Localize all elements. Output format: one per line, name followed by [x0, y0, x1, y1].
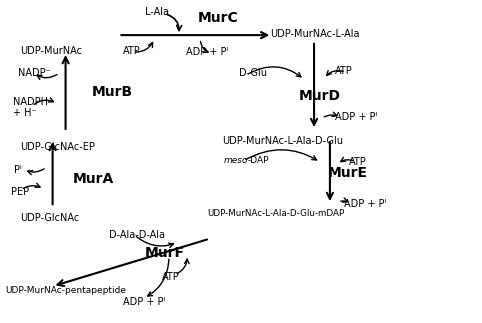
Text: ATP: ATP	[349, 157, 367, 167]
Text: PEP: PEP	[11, 187, 29, 197]
Text: ATP: ATP	[161, 272, 179, 282]
Text: D-Glu: D-Glu	[239, 68, 267, 78]
Text: UDP-GlcNAc-EP: UDP-GlcNAc-EP	[20, 142, 95, 152]
Text: ADP + Pᴵ: ADP + Pᴵ	[123, 297, 165, 307]
Text: UDP-MurNAc-L-Ala-D-Glu-mDAP: UDP-MurNAc-L-Ala-D-Glu-mDAP	[207, 209, 345, 218]
Text: UDP-MurNAc-pentapeptide: UDP-MurNAc-pentapeptide	[5, 286, 126, 295]
Text: MurD: MurD	[299, 89, 341, 103]
Text: MurF: MurF	[145, 246, 185, 260]
Text: NADPH
+ H⁻: NADPH + H⁻	[13, 97, 48, 118]
Text: UDP-MurNAc: UDP-MurNAc	[20, 46, 82, 56]
Text: D-Ala-D-Ala: D-Ala-D-Ala	[109, 230, 165, 240]
Text: NADP⁻: NADP⁻	[17, 68, 50, 78]
Text: ATP: ATP	[335, 67, 352, 77]
Text: ADP + Pᴵ: ADP + Pᴵ	[186, 47, 228, 57]
Text: MurC: MurC	[198, 11, 239, 26]
Text: MurB: MurB	[92, 85, 133, 99]
Text: Pᴵ: Pᴵ	[14, 164, 22, 174]
Text: UDP-MurNAc-L-Ala-D-Glu: UDP-MurNAc-L-Ala-D-Glu	[222, 136, 343, 146]
Text: L-Ala: L-Ala	[145, 7, 169, 17]
Text: ADP + Pᴵ: ADP + Pᴵ	[344, 199, 387, 209]
Text: UDP-MurNAc-L-Ala: UDP-MurNAc-L-Ala	[270, 29, 360, 39]
Text: MurE: MurE	[327, 166, 367, 180]
Text: ADP + Pᴵ: ADP + Pᴵ	[335, 112, 377, 122]
Text: -DAP: -DAP	[247, 156, 269, 165]
Text: UDP-GlcNAc: UDP-GlcNAc	[20, 213, 79, 223]
Text: meso: meso	[224, 156, 249, 165]
Text: MurA: MurA	[73, 172, 114, 186]
Text: ATP: ATP	[123, 46, 141, 56]
